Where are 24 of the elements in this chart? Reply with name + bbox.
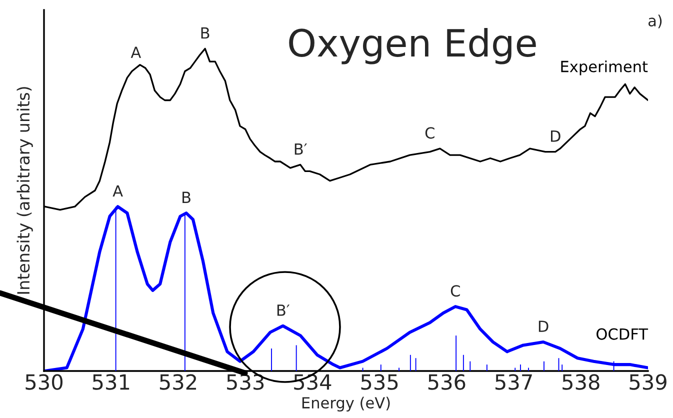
chart-title: Oxygen Edge: [289, 28, 536, 64]
annotation: B′: [294, 143, 307, 155]
x-tick-label: 538: [562, 374, 600, 390]
x-tick-label: 536: [428, 374, 466, 390]
x-tick-label: 537: [496, 374, 532, 390]
annotation: A: [130, 46, 142, 58]
x-tick-label: 532: [160, 374, 196, 390]
text: a): [648, 14, 662, 28]
x-axis-title: Energy (eV): [302, 396, 390, 412]
x-tick-label: 539: [630, 374, 666, 390]
annotation: D: [551, 130, 560, 142]
annotation: A: [112, 185, 123, 196]
annotation: C: [425, 127, 434, 139]
series-label: OCDFT: [596, 328, 648, 340]
series-label: Experiment: [561, 60, 648, 76]
annotation: B: [182, 192, 190, 203]
annotation: C: [450, 285, 460, 297]
annotation: B: [201, 27, 210, 39]
y-axis-title: Intensity (arbitrary units): [16, 87, 33, 294]
x-tick-label: 530: [26, 374, 62, 390]
x-tick-label: 531: [92, 374, 130, 390]
annotation: B′: [277, 304, 290, 316]
x-tick-label: 535: [361, 374, 398, 390]
annotation: D: [538, 320, 548, 332]
